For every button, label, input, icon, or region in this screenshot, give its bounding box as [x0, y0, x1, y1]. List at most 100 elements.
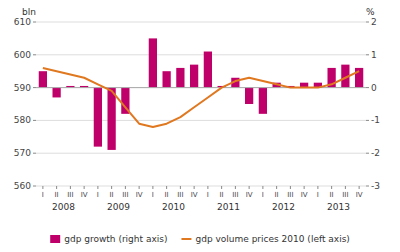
x-tick: [249, 186, 250, 189]
y-tick: [33, 87, 36, 88]
legend-label: gdp growth (right axis): [64, 234, 167, 244]
year-label: 2012: [272, 202, 295, 212]
lines: [43, 68, 359, 127]
axes: 560570580590600610-3-2-1012IIIIIIIVIIIII…: [14, 17, 380, 199]
y2-axis-label: %: [366, 7, 375, 17]
x-tick: [56, 186, 57, 189]
y2-tick-label: -3: [371, 181, 380, 191]
y2-tick: [366, 186, 369, 187]
x-tick: [317, 186, 318, 189]
x-tick: [359, 186, 360, 189]
x-tick: [97, 186, 98, 189]
y-tick: [33, 54, 36, 55]
y2-tick: [366, 120, 369, 121]
bar: [108, 88, 116, 150]
y2-tick-label: 2: [371, 17, 377, 27]
x-tick: [70, 186, 71, 189]
x-tick: [180, 186, 181, 189]
x-tick-label: IV: [191, 191, 198, 199]
y-tick: [33, 120, 36, 121]
x-tick-label: IV: [136, 191, 143, 199]
legend-swatch: [50, 235, 60, 243]
x-tick: [290, 186, 291, 189]
x-tick-label: II: [165, 191, 169, 199]
legend-label: gdp volume prices 2010 (left axis): [195, 234, 349, 244]
bar: [176, 68, 184, 88]
grid-line: [36, 120, 366, 121]
x-tick-label: III: [177, 191, 183, 199]
y2-tick-label: 1: [371, 50, 377, 60]
x-tick-label: II: [330, 191, 334, 199]
x-tick-label: III: [232, 191, 238, 199]
y-tick: [33, 153, 36, 154]
bars: [36, 38, 366, 150]
bar: [163, 71, 171, 87]
legend-swatch: [181, 238, 191, 240]
x-tick: [194, 186, 195, 189]
grid-line: [36, 22, 366, 23]
y-tick: [33, 22, 36, 23]
x-tick: [166, 186, 167, 189]
x-tick: [111, 186, 112, 189]
x-tick-label: I: [262, 191, 264, 199]
x-tick-label: I: [152, 191, 154, 199]
x-tick-label: I: [317, 191, 319, 199]
bar: [190, 65, 198, 88]
y2-tick: [366, 54, 369, 55]
x-tick-label: IV: [301, 191, 308, 199]
x-tick: [207, 186, 208, 189]
bar: [355, 68, 363, 88]
grid-line: [36, 153, 366, 154]
year-label: 2009: [107, 202, 130, 212]
bar: [149, 38, 157, 87]
x-tick: [221, 186, 222, 189]
x-tick-label: III: [122, 191, 128, 199]
x-tick: [345, 186, 346, 189]
year-label: 2010: [162, 202, 185, 212]
y-tick-label: 570: [14, 148, 31, 158]
year-label: 2013: [327, 202, 350, 212]
bar: [39, 71, 47, 87]
y2-tick: [366, 153, 369, 154]
x-tick-label: I: [207, 191, 209, 199]
legend: gdp growth (right axis) gdp volume prices…: [50, 234, 350, 244]
x-tick: [276, 186, 277, 189]
x-tick: [304, 186, 305, 189]
year-label: 2008: [52, 202, 75, 212]
plot-area: [36, 38, 366, 150]
x-tick: [331, 186, 332, 189]
chart: 560570580590600610-3-2-1012IIIIIIIVIIIII…: [0, 0, 400, 252]
x-tick-label: II: [275, 191, 279, 199]
y-tick: [33, 186, 36, 187]
y-tick-label: 590: [14, 83, 31, 93]
x-tick: [262, 186, 263, 189]
y2-tick-label: -1: [371, 115, 380, 125]
y2-tick: [366, 22, 369, 23]
grid-line: [36, 186, 366, 187]
x-tick-label: III: [287, 191, 293, 199]
x-tick-label: IV: [246, 191, 253, 199]
line: [43, 68, 359, 127]
bar: [204, 52, 212, 88]
x-tick: [125, 186, 126, 189]
x-tick-label: II: [220, 191, 224, 199]
x-tick-label: IV: [81, 191, 88, 199]
y2-tick-label: -2: [371, 148, 380, 158]
y-axis-label: bln: [22, 7, 36, 17]
y-tick-label: 600: [14, 50, 31, 60]
y-tick-label: 580: [14, 115, 31, 125]
x-tick: [235, 186, 236, 189]
bar: [245, 88, 253, 104]
x-tick-label: I: [97, 191, 99, 199]
bar: [259, 88, 267, 114]
x-tick: [152, 186, 153, 189]
year-label: 2011: [217, 202, 240, 212]
y2-tick: [366, 87, 369, 88]
y-tick-label: 610: [14, 17, 31, 27]
y-tick-label: 560: [14, 181, 31, 191]
x-tick-label: IV: [356, 191, 363, 199]
x-tick: [139, 186, 140, 189]
x-tick-label: II: [55, 191, 59, 199]
x-tick-label: III: [342, 191, 348, 199]
y2-tick-label: 0: [371, 83, 377, 93]
